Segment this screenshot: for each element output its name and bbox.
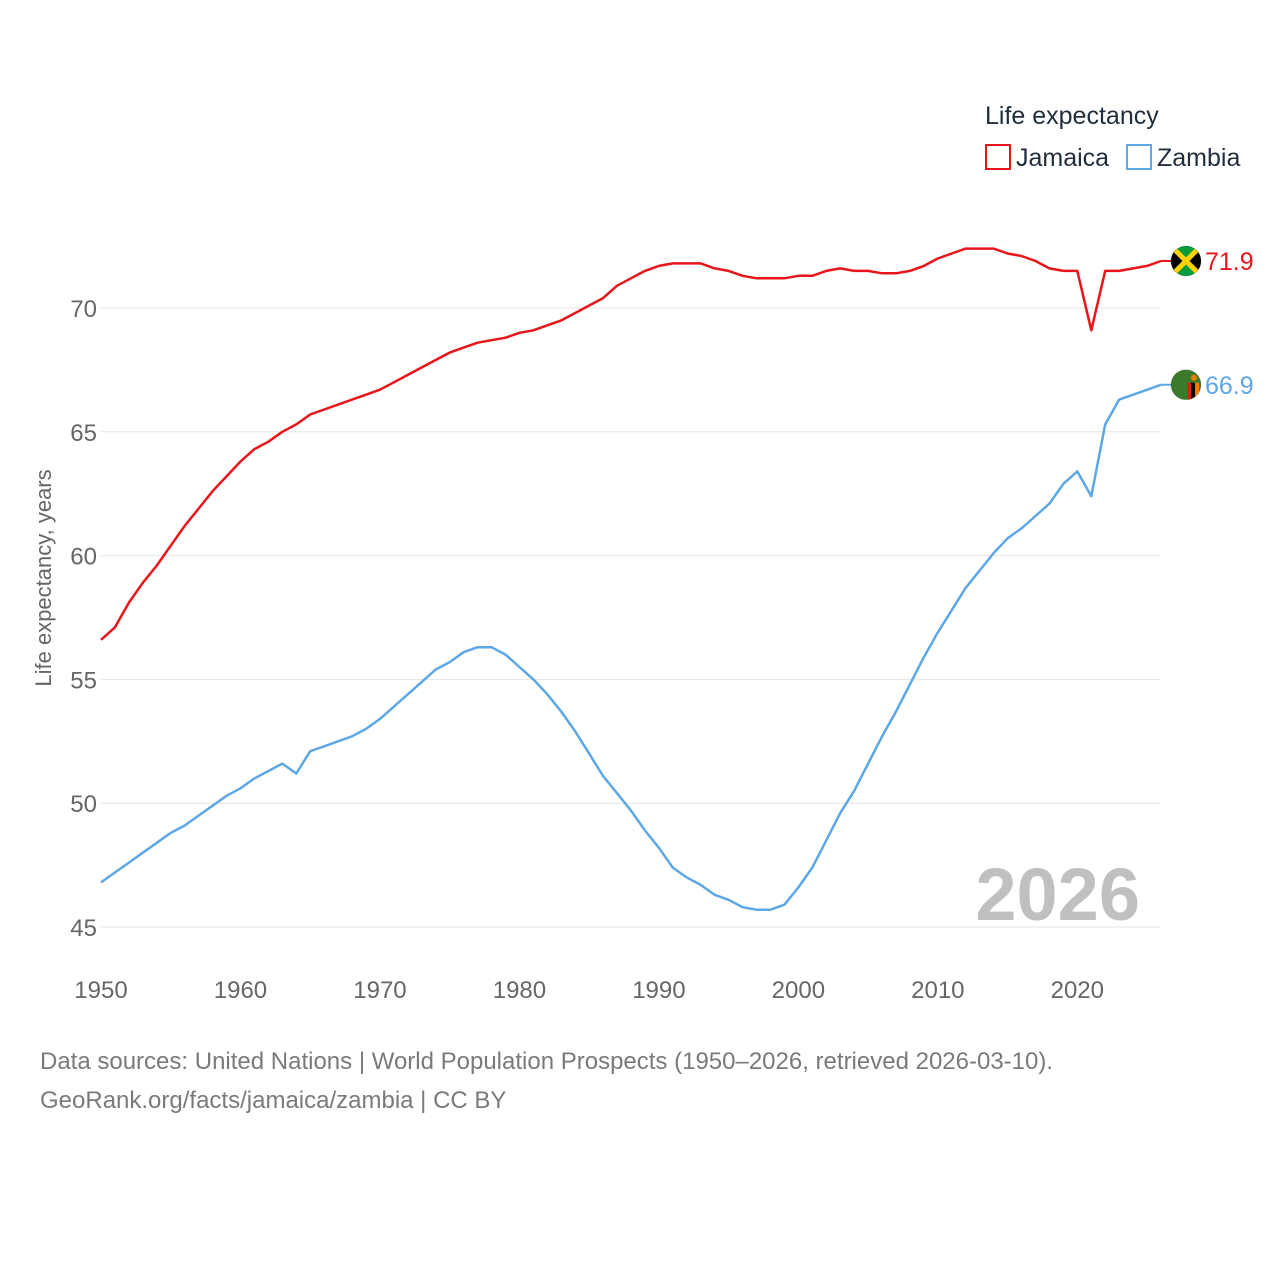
flag-eagle [1191, 374, 1197, 381]
x-tick-label: 1990 [632, 977, 685, 1004]
y-axis-label: Life expectancy, years [31, 469, 56, 686]
y-tick-label: 45 [70, 915, 97, 942]
legend-item-zambia[interactable]: Zambia [1126, 144, 1240, 172]
x-tick-label: 2020 [1051, 977, 1104, 1004]
y-tick-label: 60 [70, 544, 97, 571]
end-value-label-zambia: 66.9 [1205, 372, 1254, 400]
legend-label-jamaica: Jamaica [1016, 144, 1109, 172]
x-axis-ticks: 1950 1960 1970 1980 1990 2000 2010 2020 [74, 977, 1104, 1004]
series-line-jamaica [100, 247, 1162, 641]
flag-border [1170, 369, 1202, 401]
x-tick-label: 2010 [911, 977, 964, 1004]
flag-stripe-red [1187, 382, 1191, 400]
y-tick-label: 70 [70, 296, 97, 323]
y-tick-label: 55 [70, 667, 97, 694]
y-tick-label: 65 [70, 420, 97, 447]
legend-title: Life expectancy [985, 102, 1159, 130]
legend-label-zambia: Zambia [1157, 144, 1240, 172]
x-tick-label: 1960 [214, 977, 267, 1004]
series-line-zambia [100, 383, 1162, 911]
source-line-data: Data sources: United Nations | World Pop… [40, 1048, 1054, 1075]
legend-swatch-jamaica [985, 144, 1011, 170]
series-end-markers: 71.9 66.9 [1161, 245, 1254, 401]
source-line-link[interactable]: GeoRank.org/facts/jamaica/zambia | CC BY [40, 1087, 507, 1114]
x-tick-label: 1980 [493, 977, 546, 1004]
line-chart: 45 50 55 60 65 70 1950 1960 1970 1980 1990 2000 201… [31, 102, 1254, 1004]
legend-swatch-zambia [1126, 144, 1152, 170]
flag-body [1171, 245, 1201, 276]
legend: Life expectancy Jamaica Zambia [985, 102, 1240, 172]
x-tick-label: 2000 [772, 977, 825, 1004]
y-tick-label: 50 [70, 791, 97, 818]
source-note: Data sources: United Nations | World Pop… [40, 1042, 1053, 1120]
flag-right-triangle [1186, 245, 1201, 276]
grid-lines [101, 307, 1161, 928]
current-year-watermark: 2026 [975, 853, 1140, 936]
flag-saltire-b [1171, 245, 1201, 276]
series-lines [100, 247, 1162, 911]
flag-body [1171, 369, 1201, 400]
jamaica-flag-icon [1170, 245, 1202, 277]
x-tick-label: 1970 [353, 977, 406, 1004]
flag-border [1170, 245, 1202, 277]
zambia-flag-icon [1170, 369, 1202, 401]
x-tick-label: 1950 [74, 977, 127, 1004]
legend-item-jamaica[interactable]: Jamaica [985, 144, 1109, 172]
flag-stripe-orange [1195, 382, 1199, 400]
y-axis-ticks: 45 50 55 60 65 70 [70, 296, 97, 942]
flag-stripe-black [1191, 382, 1195, 400]
end-value-label-jamaica: 71.9 [1205, 248, 1254, 276]
flag-left-triangle [1171, 245, 1186, 276]
